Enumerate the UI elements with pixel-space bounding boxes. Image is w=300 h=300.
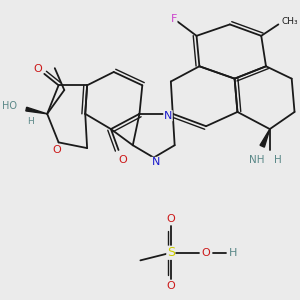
Text: O: O [52,145,61,155]
Text: N: N [164,111,172,121]
Text: S: S [167,246,175,259]
Text: F: F [170,14,177,24]
Text: O: O [202,248,210,258]
Text: O: O [118,154,127,164]
Text: O: O [167,281,175,291]
Text: N: N [152,158,160,167]
Polygon shape [26,107,47,114]
Text: H: H [229,248,237,258]
Text: H: H [27,117,33,126]
Polygon shape [260,129,270,147]
Text: CH₃: CH₃ [281,17,298,26]
Text: O: O [167,214,175,224]
Text: H: H [274,154,281,164]
Text: NH: NH [249,154,264,164]
Text: HO: HO [2,101,17,111]
Text: O: O [33,64,42,74]
